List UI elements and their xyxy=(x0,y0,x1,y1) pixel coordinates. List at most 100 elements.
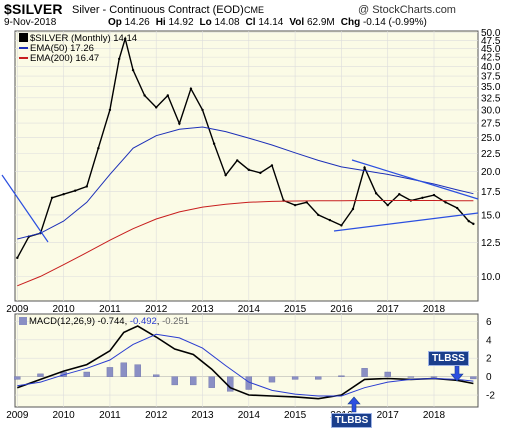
macd-histogram-bar xyxy=(171,376,178,386)
macd-x-tick-label: 2011 xyxy=(99,410,121,421)
price-x-tick-label: 2015 xyxy=(284,304,307,315)
price-data-point xyxy=(259,171,262,175)
stat-value: 62.9M xyxy=(306,17,335,28)
price-x-axis: 2009 2010 2011 2012 2013 2014 2015 2016 2017 2018 xyxy=(6,304,445,315)
macd-histogram-bar xyxy=(268,376,276,383)
price-data-point xyxy=(432,193,436,197)
macd-x-tick-label: 2013 xyxy=(191,410,214,421)
price-y-tick-label: 30.0 xyxy=(481,105,501,116)
stat-value: 14.08 xyxy=(214,17,240,28)
price-data-point xyxy=(421,196,424,199)
price-data-point xyxy=(108,108,112,112)
legend-macd: MACD(12,26,9) -0.744, -0.492, -0.251 xyxy=(19,316,189,327)
price-data-point xyxy=(201,108,204,112)
price-data-point xyxy=(472,222,475,226)
macd-grid xyxy=(15,314,478,407)
price-x-tick-label: 2018 xyxy=(423,304,446,315)
macd-histogram-bar xyxy=(430,376,438,378)
arrow-down-icon xyxy=(450,365,464,382)
price-marks xyxy=(16,36,475,287)
price-data-point xyxy=(62,193,65,196)
price-x-tick-label: 2010 xyxy=(52,304,75,315)
price-data-point xyxy=(398,193,401,196)
stat-value: 14.14 xyxy=(258,17,284,28)
macd-histogram-bar xyxy=(120,362,128,377)
trendline-upper xyxy=(351,159,479,200)
price-panel xyxy=(14,30,479,302)
price-data-point xyxy=(50,196,54,199)
trendline-early xyxy=(1,174,49,243)
price-data-point xyxy=(374,192,378,195)
legend-ema200: EMA(200) 16.47 xyxy=(19,53,99,64)
price-data-point xyxy=(363,166,366,169)
price-x-tick-label: 2013 xyxy=(191,304,214,315)
legend-price-label: $SILVER (Monthly) 14.14 xyxy=(30,33,138,44)
price-y-tick-label: 45.0 xyxy=(481,44,501,55)
price-data-point xyxy=(340,224,343,227)
stat-value: 14.26 xyxy=(124,17,150,28)
macd-x-tick-label: 2012 xyxy=(145,410,168,421)
arrow-up-icon xyxy=(347,396,361,413)
legend-price-swatch xyxy=(19,33,28,42)
macd-histogram-bar xyxy=(361,368,368,377)
price-data-point xyxy=(131,68,135,72)
ema50-series-line xyxy=(17,126,474,240)
macd-x-tick-label: 2014 xyxy=(238,410,261,421)
price-data-point xyxy=(328,218,332,222)
macd-y-tick-label: -2 xyxy=(486,391,495,402)
price-data-point xyxy=(212,142,216,145)
trendline-lower xyxy=(333,212,479,232)
price-data-point xyxy=(73,189,77,192)
callout-arrows xyxy=(347,365,464,413)
macd-histogram-bar xyxy=(14,376,21,380)
price-y-tick-label: 32.5 xyxy=(481,93,501,104)
macd-x-tick-label: 2018 xyxy=(423,410,446,421)
legend-macd-value: -0.744 xyxy=(97,316,125,327)
price-y-axis: 10.0 12.5 15.0 17.5 20.0 22.5 25.0 27.5 30.032.5… xyxy=(481,28,501,283)
legend-ema50: EMA(50) 17.26 xyxy=(19,43,94,54)
price-data-point xyxy=(189,87,193,90)
legend-ema200-swatch xyxy=(19,57,28,59)
price-data-point xyxy=(444,201,447,204)
legend-hist-value: -0.251 xyxy=(162,316,190,327)
price-y-tick-label: 47.5 xyxy=(481,36,501,47)
price-data-point xyxy=(270,164,274,167)
price-data-point xyxy=(455,206,459,210)
price-y-tick-label: 42.5 xyxy=(481,53,501,64)
price-grid xyxy=(15,31,478,301)
trendlines xyxy=(1,159,479,243)
macd-panel xyxy=(14,313,479,408)
price-data-point xyxy=(166,94,169,97)
stat-label: Hi xyxy=(155,17,169,28)
stat-value: 14.92 xyxy=(168,17,194,28)
price-x-tick-label: 2016 xyxy=(330,304,353,315)
price-data-point xyxy=(97,147,100,150)
macd-x-tick-label: 2015 xyxy=(284,410,307,421)
price-y-tick-label: 15.0 xyxy=(481,210,501,221)
price-y-tick-label: 12.5 xyxy=(481,238,501,249)
price-x-tick-label: 2011 xyxy=(99,304,121,315)
price-data-point xyxy=(467,219,470,223)
macd-histogram-bar xyxy=(190,376,197,386)
price-data-point xyxy=(317,213,320,217)
price-data-point xyxy=(16,256,19,260)
price-data-point xyxy=(351,207,355,211)
price-data-point xyxy=(305,201,308,204)
macd-series-line xyxy=(17,325,474,400)
ema200-series-line xyxy=(17,200,474,287)
stat-label: Vol xyxy=(289,17,307,28)
price-data-point xyxy=(178,122,181,125)
exchange-label: CME xyxy=(244,5,264,15)
price-y-tick-label: 37.5 xyxy=(481,72,501,83)
price-series-line xyxy=(16,36,474,259)
macd-x-tick-label: 2009 xyxy=(6,410,29,421)
signal-series-line xyxy=(17,333,474,397)
callout-tlbbs: TLBBS xyxy=(331,413,373,428)
legend-ema200-label: EMA(200) 16.47 xyxy=(30,53,100,64)
price-data-point xyxy=(143,94,146,97)
legend-macd-label: MACD(12,26,9) xyxy=(29,316,95,327)
price-x-tick-label: 2009 xyxy=(6,304,29,315)
legend-price: $SILVER (Monthly) 14.14 xyxy=(19,33,137,44)
macd-histogram-bar xyxy=(83,371,90,377)
